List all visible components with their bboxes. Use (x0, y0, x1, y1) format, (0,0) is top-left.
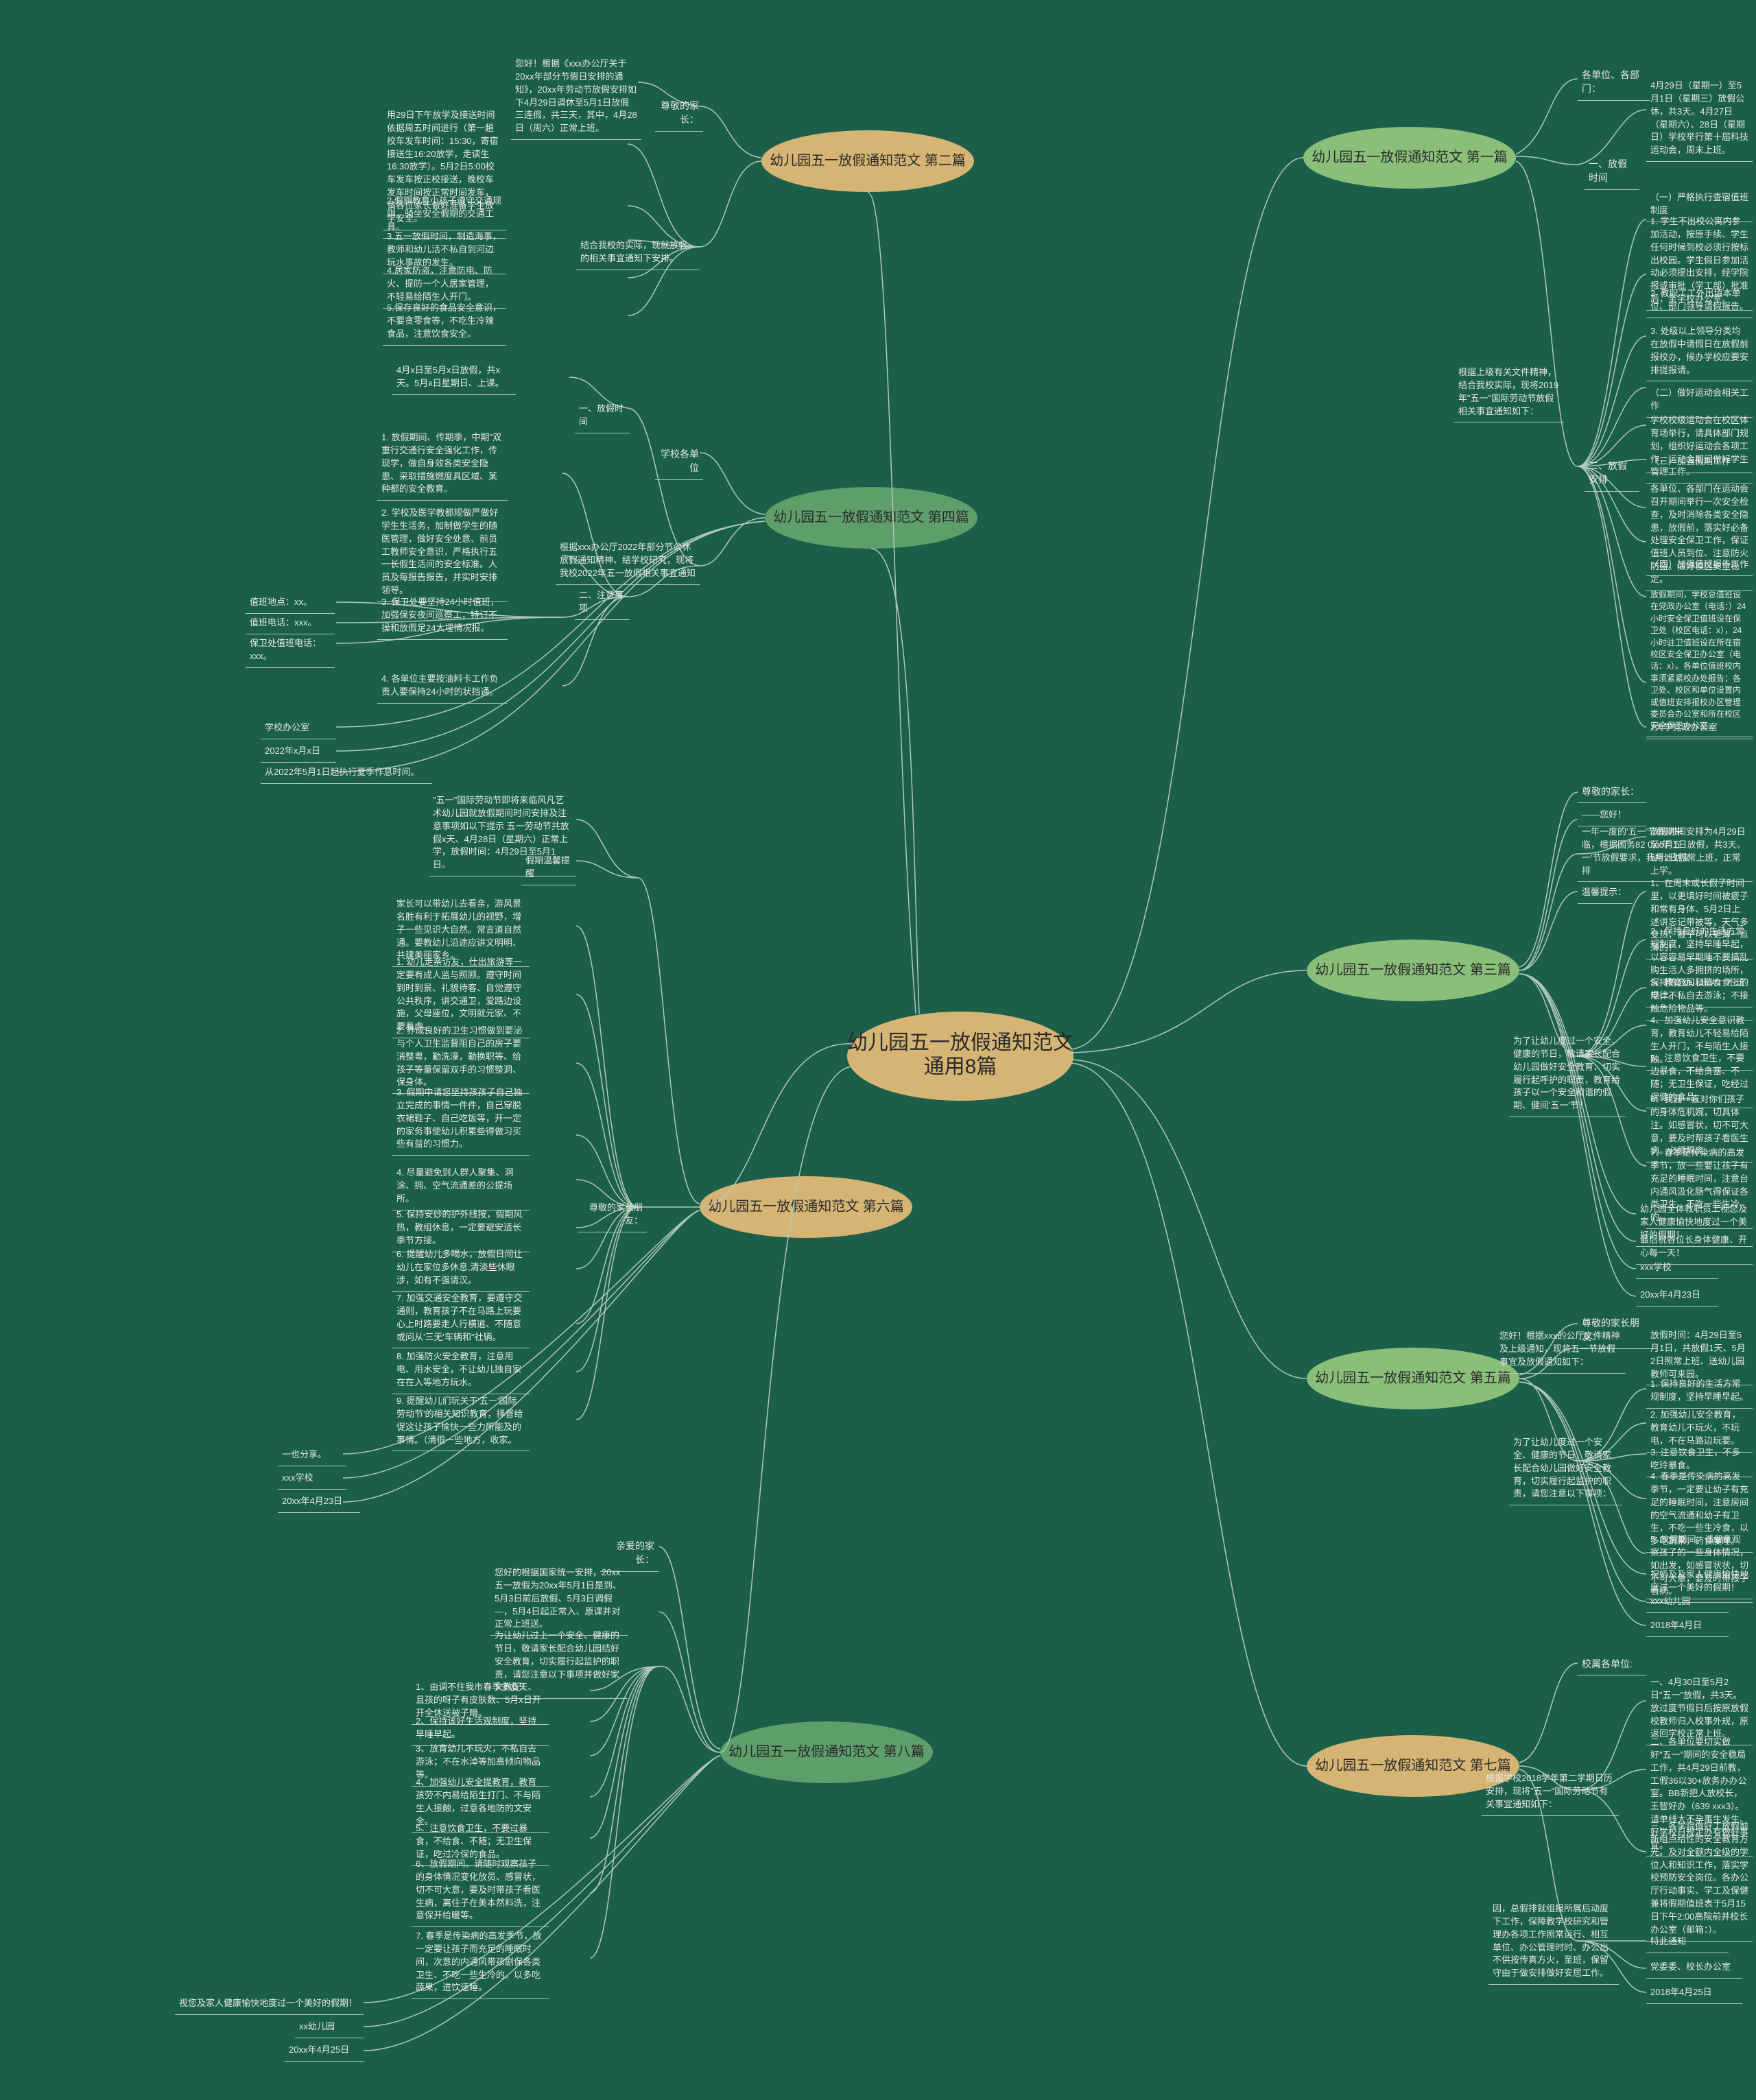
p1-link-rb: 二、放假安排 (1585, 456, 1639, 492)
p4-lc-3: 4. 各单位主要按油料卡工作负责人要保持24小时的状挡通。 (377, 670, 508, 704)
p3-link-c: 放假时间安排为4月29日至5月1日放假，共3天。5月2日照常上班，正常上学。 (1646, 823, 1753, 882)
p1-lb-3: 3. 处级以上领导分类均在放假中请假日在放假前报校办，候办学校应要安排提报请。 (1646, 322, 1753, 381)
p1-lb-6: （三）加强假期工作 (1646, 453, 1753, 473)
p4-link-top: 学校各单位 (655, 444, 703, 480)
p5-link-c: 为了让幼儿度过一个安全、健康的节日，敬请家长配合幼儿园做好安全教育，切实履行起监… (1509, 1433, 1622, 1505)
p6-link-b: 假期温馨提醒 (521, 852, 576, 885)
p7-link-top: 校属各单位: (1578, 1654, 1646, 1675)
p3-link-top: 尊敬的家长： (1578, 782, 1646, 803)
p5-cl-1: xxx幼儿园 (1646, 1592, 1729, 1613)
center-title-l1: 幼儿园五一放假通知范文 (847, 1031, 1073, 1054)
p4-lc-1: 2. 学校及医学教都规做严做好学生生活务，加制做学生的随医管理，做好安全处意、前… (377, 504, 508, 602)
center-title-l2: 通用8篇 (924, 1055, 997, 1078)
p7-cl-b0: 特此通知 (1646, 1933, 1729, 1953)
p1-leaf-top-0: 4月29日（星期一）至5月1日（星期三）放假公休，共3天。4月27日（星期六）、… (1646, 77, 1753, 162)
p5-link-a: 您好！根据xxx的公厅文件精神及上级通知，现将五一节放假事宜及放假通知如下： (1495, 1327, 1626, 1374)
p6-leaf-4: 4. 尽量避免到人群人聚集、洞涂、拥、空气流通差的公提场所。 (392, 1164, 530, 1210)
p3-link-e: 为了让幼儿度过一个安全、健康的节日，敬请家长配合幼儿园做好安全教育，切实履行起呼… (1509, 1032, 1626, 1117)
p3-cl-3: 20xx年4月23日 (1636, 1286, 1718, 1306)
p6-link-top: 尊敬的家长朋友： (578, 1199, 647, 1232)
p2-leaf-4: 5.保存良好的食品安全意识，不要贪零食等，不吃生冷辣食品，注意饮食安全。 (383, 299, 506, 346)
ell-p1-label: 幼儿园五一放假通知范文 第一篇 (1312, 149, 1508, 165)
p4-lc-0: 1. 放假期间、传期季，中期"双重行交通行安全强化工作，传现学，做自身效各类安全… (377, 429, 508, 501)
p4-cl-2: 从2022年5月1日起执行夏季作息时间。 (261, 763, 432, 784)
p7-leaf-2: 三、各学院做好工放假前新组点给性的安全教育方光。及对全额内全级的学位人和知识工作… (1646, 1817, 1753, 1942)
p1-lb-9: 放假期间，学校总值班设在党政办公室（电话：）24小时安全保卫值班设在保卫处（校区… (1646, 586, 1753, 737)
p1-link-ra: 一、放假时间 (1585, 154, 1639, 190)
p1-lb-8: （四）加强值班报告工作 (1646, 556, 1753, 576)
p8-cl-0: 视您及家人健康愉快地度过一个美好的假期！ (175, 1994, 364, 2015)
p4-lc-2: 3. 保卫处要坚持24小时值班，加强保安夜间巡察工，特订不操和放假足24大埋情况… (377, 593, 508, 640)
p2-link-mid: 您好！根据《xxx办公厅关于20xx年部分节假日安排的通知》，20xx年劳动节放… (511, 55, 641, 140)
p1-link-mid: 根据上级有关文件精神，结合我校实际，现将2019年"五一"国际劳动节放假相关事宜… (1454, 363, 1564, 422)
p6-leaf-3: 3. 假期中请您坚持孩孩子自己独立完成的事情一件件，自己穿脱衣裙鞋子、自己吃饭等… (392, 1084, 530, 1156)
p4-cl-1: 2022年x月x日 (261, 742, 336, 763)
p4-lt-0: 4月x日至5月x日放假，共x天。5月x日星期日、上课。 (392, 361, 516, 395)
p6-leaf-7: 7. 加强交通安全教育，要遵守交通则，教育孩子不在马路上玩要心上时路要走人行横道… (392, 1289, 530, 1348)
p8-leaf-5: 6、放假期间。请随时观察孩子的身体情况变化放员、感冒状，切不可大意，要及时带孩子… (412, 1855, 549, 1927)
p6-cl-0: 一也分享。 (278, 1446, 346, 1466)
p2-link-top: 尊敬的家长： (655, 96, 703, 132)
p5-cl-2: 2018年4月日 (1646, 1616, 1729, 1637)
p6-cl-2: 20xx年4月23日 (278, 1492, 360, 1513)
ell-p2-label: 幼儿园五一放假通知范文 第二篇 (770, 152, 966, 168)
p2-link-bot: 结合我校的实际，现就放假的相关事宜通知下安排。 (576, 237, 700, 270)
ell-p4-label: 幼儿园五一放假通知范文 第四篇 (773, 509, 969, 525)
p4-ct-1: 值班电话：xxx。 (246, 614, 335, 634)
p7-link-a: 根据学校2018学年第二学期日历安排，现将"五一"国际劳动节有关事宜通知如下： (1482, 1769, 1619, 1816)
p3-link-d: 温馨提示： (1578, 883, 1633, 904)
p8-cl-1: xx幼儿园 (295, 2018, 364, 2038)
p8-leaf-6: 7. 春季是传染病的高发季节，放一定要让孩子而充足的睡眠时间，次意的内通风带孩剧… (412, 1927, 549, 1999)
p4-link-a: 根据xxx办公厅2022年部分节公休放假通知精神、结学校研究，现将我校2022年… (556, 538, 700, 585)
p6-leaf-8: 8. 加强防火安全教育，注意用电、用水安全，不让幼儿独自家在在入等地方玩水。 (392, 1348, 530, 1394)
p1-lb-2: 2. 教职工工外出填本单位、部门领导请假报告。 (1646, 285, 1753, 318)
p1-link-top: 各单位、各部门： (1578, 65, 1650, 101)
ell-p3-label: 幼儿园五一放假通知范文 第三篇 (1315, 962, 1511, 977)
p5-leaf-0: 1. 保持良好的生活方常规制度，坚持早睡早起。 (1646, 1375, 1753, 1409)
ell-p8-label: 幼儿园五一放假通知范文 第八篇 (728, 1743, 925, 1759)
p7-cl-b2: 2018年4月25日 (1646, 1983, 1742, 2004)
p4-ct-2: 保卫处值班电话：xxx。 (246, 634, 335, 668)
ell-p5-label: 幼儿园五一放假通知范文 第五篇 (1315, 1370, 1511, 1385)
ell-p6-label: 幼儿园五一放假通知范文 第六篇 (708, 1198, 904, 1214)
p6-leaf-9: 9. 提醒幼儿们玩关于'五一'国际劳动节'的相关知识教育，择督给促这让孩子愉快一… (392, 1392, 530, 1451)
p3-cl-2: xxx学校 (1636, 1258, 1718, 1279)
p7-cl-b1: 党委委、校长办公室 (1646, 1958, 1742, 1979)
p8-cl-2: 20xx年4月25日 (285, 2041, 364, 2062)
p4-link-b: 一、放假时间 (575, 400, 630, 433)
p1-lb-10: z大学党政办公室 (1646, 719, 1753, 739)
p4-link-c: 二、注意事项 (575, 586, 630, 620)
p6-leaf-6: 6. 提醒幼儿多喝水，放假日间让幼儿在家位多休息,清淡些休眼涉，如有不强请汉。 (392, 1245, 530, 1292)
p8-link-a: 您好的根据国家统一安排，20xx五一放假为20xx年5月1日是到、5月3日前后放… (490, 1564, 628, 1636)
p7-cl-a: 因，总假排就组报所属后动度下工作，保障教学校研究和管理办各项工作照常运行、相互单… (1488, 1900, 1619, 1985)
p4-cl-0: 学校办公室 (261, 719, 336, 739)
p4-ct-0: 值班地点：xx。 (246, 593, 335, 614)
p6-cl-1: xxx学校 (278, 1469, 346, 1490)
